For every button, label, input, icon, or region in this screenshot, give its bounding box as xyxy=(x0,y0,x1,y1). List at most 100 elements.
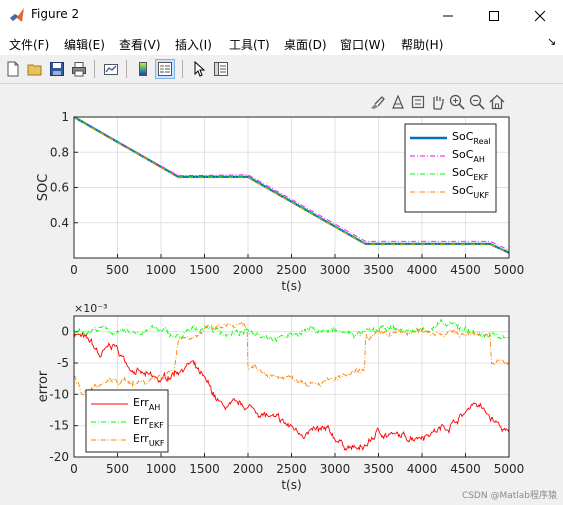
toolbar-separator xyxy=(94,60,95,78)
print-icon xyxy=(72,62,86,77)
series-line-ah xyxy=(73,116,510,251)
toolbar-separator xyxy=(182,60,183,78)
menu-view[interactable]: 查看(V) xyxy=(119,38,161,52)
title-bar: Figure 2 xyxy=(0,0,563,31)
menu-desktop[interactable]: 桌面(D) xyxy=(284,38,327,52)
link-plot-button[interactable] xyxy=(101,59,121,79)
watermark: CSDN @Matlab程序猿 xyxy=(461,491,557,501)
y-axis-label: SOC xyxy=(36,174,51,202)
x-tick-label: 1000 xyxy=(146,462,177,476)
legend-entry: ErrAH xyxy=(133,396,160,412)
new-figure-button[interactable] xyxy=(3,59,23,79)
minimize-button[interactable] xyxy=(425,0,471,31)
save-icon xyxy=(50,62,64,76)
x-tick-label: 3500 xyxy=(363,263,394,277)
axes-box xyxy=(73,315,510,458)
window-title: Figure 2 xyxy=(31,7,80,21)
x-tick-label: 1500 xyxy=(189,462,220,476)
chart-2: 0 500 1000 1500 2000 2500 3000 3500 4000 4500 5000… xyxy=(36,302,524,492)
x-tick-label: 3000 xyxy=(320,263,351,277)
open-icon xyxy=(27,64,42,76)
zoom-out-icon[interactable] xyxy=(469,94,485,110)
y-tick-label: -20 xyxy=(49,450,69,464)
x-tick-label: 4000 xyxy=(407,263,438,277)
x-tick-label: 4000 xyxy=(407,462,438,476)
series-line-ukf xyxy=(73,117,510,254)
close-button[interactable] xyxy=(517,0,563,31)
x-tick-label: 2000 xyxy=(233,263,264,277)
menu-window[interactable]: 窗口(W) xyxy=(340,38,386,52)
y-tick-label: -10 xyxy=(49,387,69,401)
colorbar-button[interactable] xyxy=(133,59,153,79)
close-icon xyxy=(534,10,546,21)
x-tick-label: 3500 xyxy=(363,462,394,476)
minimize-icon xyxy=(443,15,453,16)
home-icon[interactable] xyxy=(489,94,505,110)
x-tick-label: 4500 xyxy=(450,462,481,476)
brush-icon[interactable] xyxy=(369,94,385,110)
legend-button[interactable] xyxy=(155,59,175,79)
x-tick-label: 0 xyxy=(70,462,78,476)
y-tick-label: 0.6 xyxy=(50,181,69,195)
x-axis-label: t(s) xyxy=(281,279,301,293)
matlab-logo-icon xyxy=(10,8,24,22)
menu-edit[interactable]: 编辑(E) xyxy=(64,38,105,52)
legend: ErrAH ErrEKF ErrUKF xyxy=(85,389,169,453)
colorbar-icon xyxy=(139,62,147,76)
series-line-ekf xyxy=(73,116,510,253)
legend-entry: SoCEKF xyxy=(452,166,489,182)
link-plot-icon xyxy=(104,64,118,75)
hand-icon[interactable] xyxy=(429,94,445,110)
save-button[interactable] xyxy=(47,59,67,79)
x-tick-label: 3000 xyxy=(320,462,351,476)
axes-box xyxy=(73,116,510,259)
property-inspector-button[interactable] xyxy=(211,59,231,79)
toolbar-separator xyxy=(126,60,127,78)
new-figure-icon xyxy=(7,61,19,77)
menu-insert[interactable]: 插入(I) xyxy=(175,38,212,52)
x-axis-label: t(s) xyxy=(281,478,301,492)
y-tick-label: 0.4 xyxy=(50,216,69,230)
legend-entry: ErrEKF xyxy=(133,414,164,430)
x-tick-label: 500 xyxy=(106,263,129,277)
figure-toolbar xyxy=(0,55,563,84)
legend-entry: SoCUKF xyxy=(452,184,490,200)
x-tick-label: 500 xyxy=(106,462,129,476)
exponent-label: ×10⁻³ xyxy=(74,302,107,315)
series-line-ukf xyxy=(73,321,510,396)
y-tick-label: -15 xyxy=(49,419,69,433)
x-tick-label: 0 xyxy=(70,263,78,277)
legend-entry: SoCAH xyxy=(452,148,485,164)
series-line-ekf xyxy=(73,318,510,342)
x-tick-label: 5000 xyxy=(494,462,525,476)
chart-1: 0 500 1000 1500 2000 2500 3000 3500 4000 4500 5000… xyxy=(36,110,524,293)
data-tips-icon[interactable] xyxy=(390,94,406,110)
pan-icon[interactable] xyxy=(410,94,426,110)
y-tick-label: 0.8 xyxy=(50,145,69,159)
menu-file[interactable]: 文件(F) xyxy=(9,38,50,52)
property-inspector-icon xyxy=(214,62,228,76)
dock-arrow-icon[interactable]: ↘ xyxy=(547,35,557,48)
x-tick-label: 2500 xyxy=(276,263,307,277)
maximize-icon xyxy=(489,10,499,21)
series-line-ah xyxy=(73,331,510,451)
y-tick-label: 1 xyxy=(61,110,69,124)
pointer-button[interactable] xyxy=(189,59,209,79)
menu-bar: 文件(F) 编辑(E) 查看(V) 插入(I) 工具(T) 桌面(D) 窗口(W… xyxy=(0,31,563,55)
maximize-button[interactable] xyxy=(471,0,517,31)
print-button[interactable] xyxy=(69,59,89,79)
open-button[interactable] xyxy=(25,59,45,79)
x-tick-label: 5000 xyxy=(494,263,525,277)
menu-tools[interactable]: 工具(T) xyxy=(229,38,270,52)
menu-help[interactable]: 帮助(H) xyxy=(401,38,444,52)
legend-entry: SoCReal xyxy=(452,130,491,146)
x-tick-label: 2000 xyxy=(233,462,264,476)
legend-icon xyxy=(158,62,172,76)
x-tick-label: 4500 xyxy=(450,263,481,277)
zoom-in-icon[interactable] xyxy=(449,94,465,110)
x-tick-label: 2500 xyxy=(276,462,307,476)
legend-box xyxy=(85,389,169,453)
x-tick-label: 1500 xyxy=(189,263,220,277)
y-tick-label: -5 xyxy=(57,356,69,370)
